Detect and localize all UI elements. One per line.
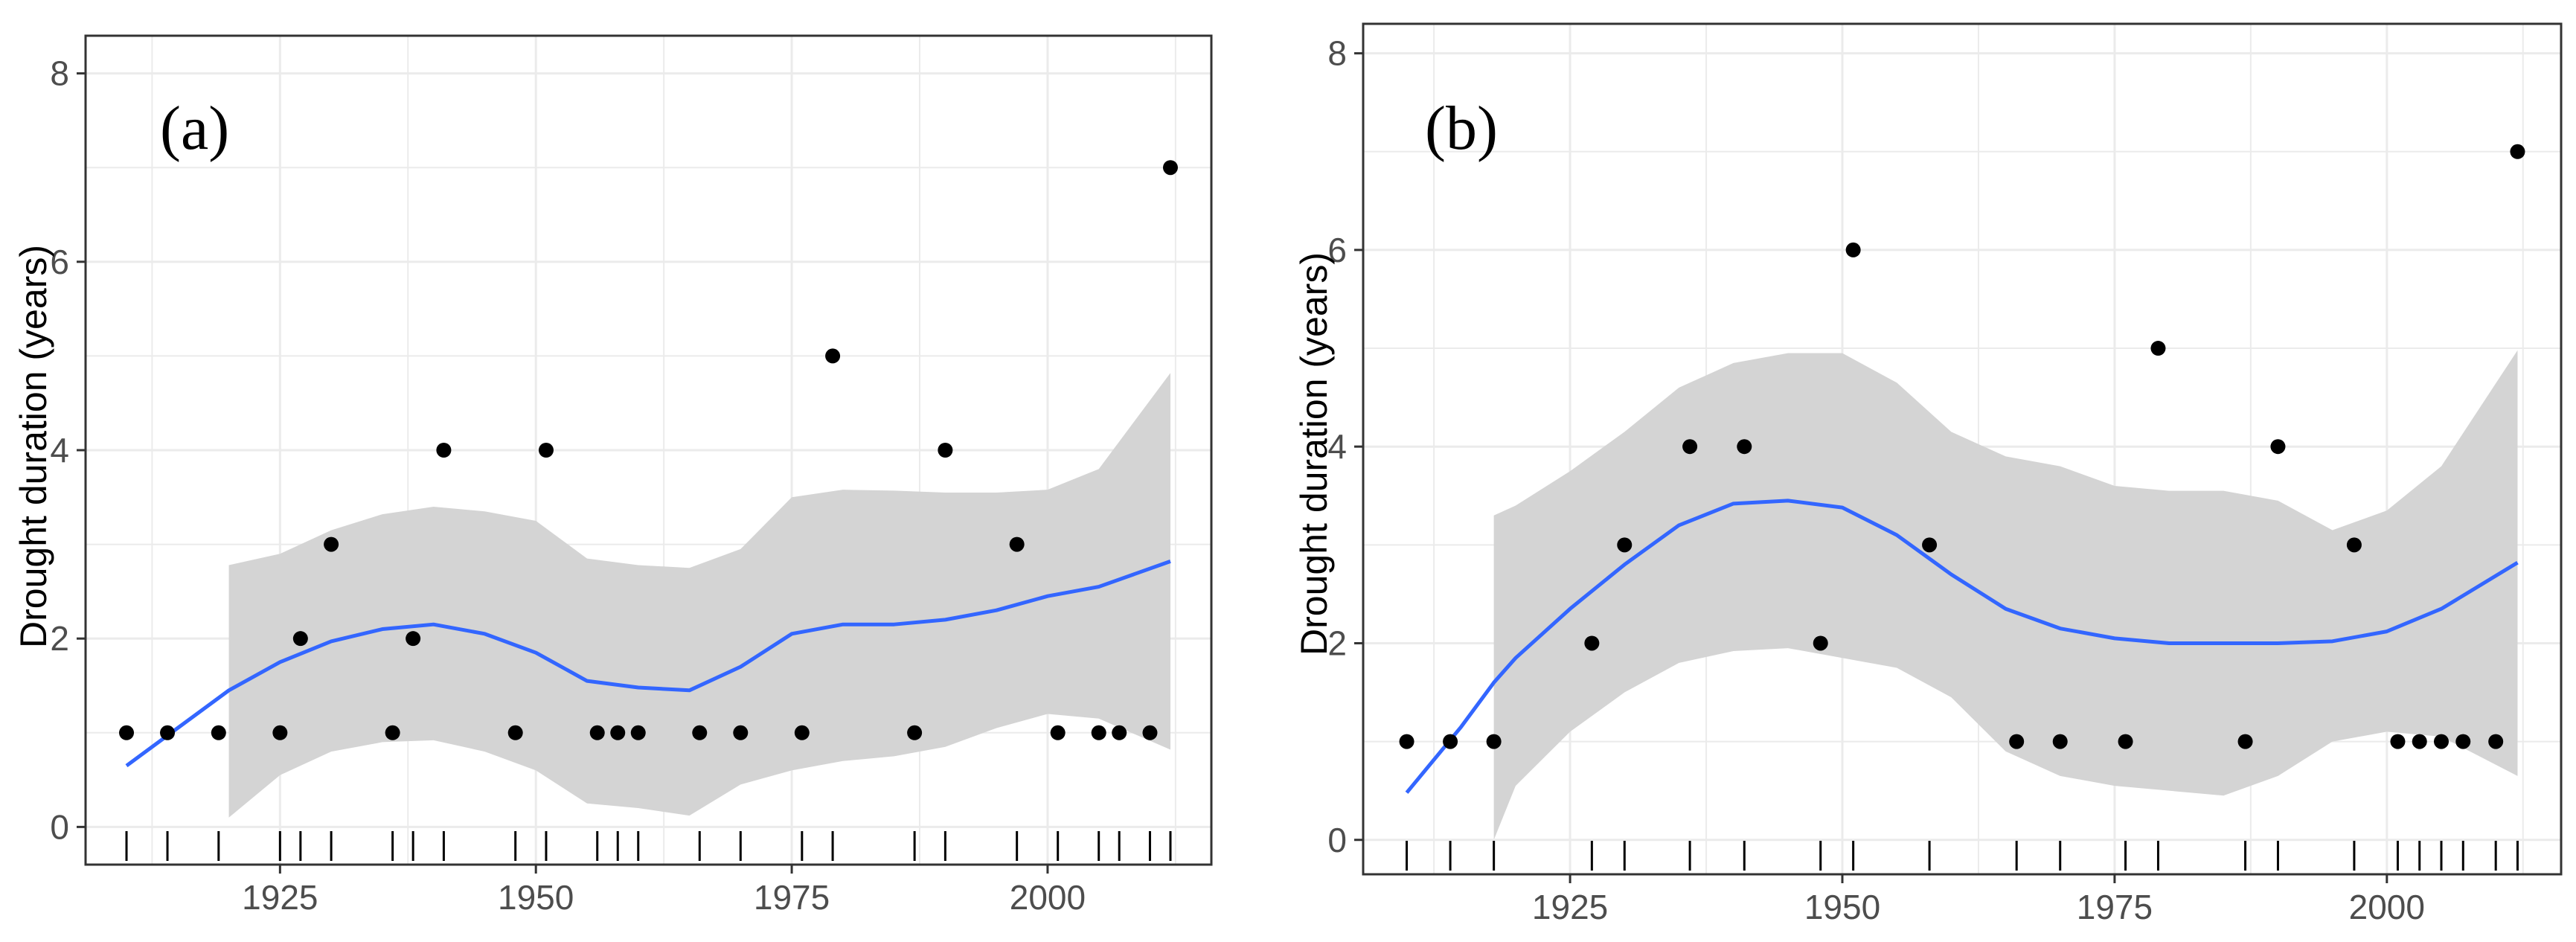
data-point: [538, 443, 554, 458]
confidence-ribbon-b: [1493, 350, 2518, 840]
data-point: [610, 725, 626, 740]
data-point: [794, 725, 810, 740]
chart-panel-b: 1925 1950 1975 2000 0 2 4 6 8 (b) Drought durat…: [1293, 22, 2563, 926]
data-point: [825, 348, 841, 364]
data-point: [406, 631, 421, 647]
data-point: [1813, 635, 1828, 651]
x-tick-label: 1950: [1804, 888, 1880, 926]
data-point: [1584, 635, 1600, 651]
data-point: [1050, 725, 1066, 740]
y-tick-label: 4: [50, 431, 69, 470]
rug-marks-panel-b: [1406, 841, 2519, 871]
data-point: [1737, 439, 1752, 455]
data-point: [436, 443, 452, 458]
panel-border-b: [1362, 22, 2563, 876]
y-tick-label: 2: [1327, 624, 1347, 662]
data-point: [292, 631, 308, 647]
data-point: [2150, 341, 2166, 356]
data-point: [1486, 734, 1502, 749]
data-point: [907, 725, 923, 740]
data-point: [1091, 725, 1106, 740]
y-ticks-panel-a: 0 2 4 6 8: [50, 54, 86, 846]
data-point: [2237, 734, 2253, 749]
chart-panel-a: 1925 1950 1975 2000 0 2 4 6 8 (a) Drought durat…: [13, 34, 1213, 917]
data-point: [324, 536, 339, 552]
smooth-line-b: [1405, 499, 2519, 794]
y-tick-label: 4: [1327, 427, 1347, 466]
data-point: [272, 725, 288, 740]
smooth-lines-panel-a: [125, 560, 1171, 768]
data-point: [2346, 537, 2362, 553]
x-tick-label: 2000: [2349, 888, 2425, 926]
confidence-ribbons-panel-a: [228, 373, 1170, 818]
data-point: [2455, 734, 2471, 749]
y-ticks-panel-b: 0 2 4 6 8: [1327, 34, 1363, 859]
x-tick-label: 2000: [1010, 878, 1086, 917]
data-point: [938, 443, 953, 458]
rug-marks-panel-a: [125, 831, 1172, 861]
data-point: [1845, 242, 1861, 257]
y-tick-label: 0: [50, 807, 69, 846]
y-tick-label: 2: [50, 619, 69, 658]
data-point: [507, 725, 523, 740]
y-axis-title-b: Drought duration (years): [1293, 252, 1335, 656]
data-points-panel-a: [119, 160, 1178, 740]
data-point: [2412, 734, 2427, 749]
data-point: [630, 725, 646, 740]
data-point: [1922, 537, 1938, 553]
data-point: [2434, 734, 2449, 749]
y-axis-title-a: Drought duration (years): [13, 245, 54, 648]
x-ticks-panel-b: 1925 1950 1975 2000: [1532, 874, 2425, 926]
data-point: [1112, 725, 1127, 740]
confidence-ribbon-a: [228, 373, 1170, 818]
data-point: [160, 725, 176, 740]
data-point: [733, 725, 749, 740]
x-tick-label: 1925: [1532, 888, 1608, 926]
y-tick-label: 8: [1327, 34, 1347, 73]
data-point: [2270, 439, 2286, 455]
data-point: [2052, 734, 2068, 749]
y-tick-label: 6: [50, 243, 69, 281]
data-point: [589, 725, 605, 740]
data-point: [385, 725, 400, 740]
y-tick-label: 6: [1327, 231, 1347, 269]
data-point: [211, 725, 226, 740]
data-point: [1682, 439, 1698, 455]
data-point: [1162, 160, 1178, 176]
data-point: [119, 725, 135, 740]
data-points-panel-b: [1399, 144, 2525, 749]
smooth-lines-panel-b: [1405, 499, 2519, 794]
data-point: [2488, 734, 2504, 749]
confidence-ribbons-panel-b: [1493, 350, 2518, 840]
frame-panel-b: [1362, 22, 2563, 876]
data-point: [1399, 734, 1414, 749]
data-point: [2390, 734, 2406, 749]
y-tick-label: 8: [50, 54, 69, 93]
data-point: [1617, 537, 1633, 553]
data-point: [692, 725, 708, 740]
data-point: [2510, 144, 2525, 159]
data-point: [2009, 734, 2025, 749]
smooth-line-a: [125, 560, 1171, 768]
data-point: [2118, 734, 2133, 749]
data-point: [1009, 536, 1025, 552]
x-tick-label: 1925: [242, 878, 318, 917]
data-point: [1443, 734, 1458, 749]
panel-label-b: (b): [1425, 94, 1498, 163]
x-tick-label: 1950: [498, 878, 574, 917]
x-tick-label: 1975: [754, 878, 830, 917]
data-point: [1142, 725, 1158, 740]
panel-label-a: (a): [160, 94, 229, 163]
y-tick-label: 0: [1327, 821, 1347, 859]
x-ticks-panel-a: 1925 1950 1975 2000: [242, 865, 1086, 917]
x-tick-label: 1975: [2077, 888, 2153, 926]
